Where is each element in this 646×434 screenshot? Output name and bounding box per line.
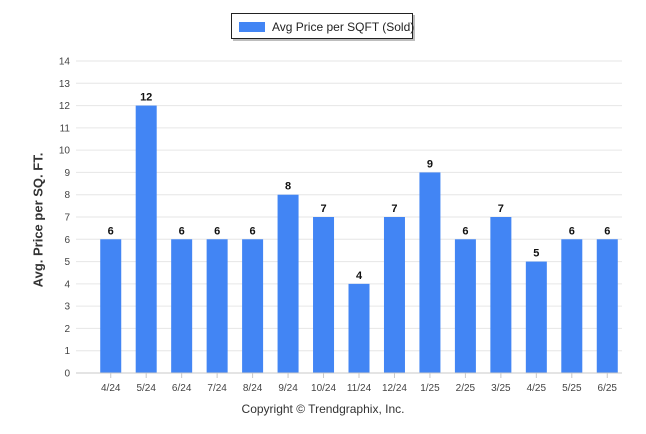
data-label: 7 xyxy=(498,203,504,215)
y-tick-label: 1 xyxy=(64,346,70,357)
bar xyxy=(525,261,547,373)
x-tick-label: 6/24 xyxy=(172,383,192,394)
data-label: 8 xyxy=(285,181,291,193)
x-tick-label: 11/24 xyxy=(347,383,372,394)
x-tick-label: 6/25 xyxy=(598,383,618,394)
data-label: 4 xyxy=(356,270,363,282)
x-tick-label: 12/24 xyxy=(382,383,407,394)
data-label: 6 xyxy=(179,225,185,237)
y-tick-label: 11 xyxy=(60,123,71,134)
x-tick-label: 7/24 xyxy=(207,383,227,394)
data-label: 7 xyxy=(391,203,397,215)
data-label: 6 xyxy=(250,225,256,237)
bar xyxy=(596,239,618,373)
y-tick-label: 7 xyxy=(64,213,70,224)
bar xyxy=(348,283,370,373)
x-tick-label: 2/25 xyxy=(456,383,476,394)
data-label: 6 xyxy=(569,225,575,237)
y-tick-label: 4 xyxy=(64,279,70,290)
bar xyxy=(419,172,441,373)
legend-label: Avg Price per SQFT (Sold) xyxy=(272,20,415,34)
bar xyxy=(454,239,476,373)
legend: Avg Price per SQFT (Sold) xyxy=(231,13,415,39)
x-tick-label: 3/25 xyxy=(491,383,511,394)
data-label: 6 xyxy=(108,225,114,237)
bar xyxy=(383,217,405,373)
x-tick-label: 1/25 xyxy=(420,383,440,394)
x-tick-label: 10/24 xyxy=(311,383,336,394)
y-tick-label: 6 xyxy=(64,235,70,246)
bar xyxy=(206,239,228,373)
copyright-text: Copyright © Trendgraphix, Inc. xyxy=(241,402,405,416)
bar xyxy=(100,239,122,373)
y-tick-label: 0 xyxy=(64,369,70,380)
x-tick-label: 5/24 xyxy=(136,383,156,394)
bar xyxy=(490,217,512,373)
data-label: 9 xyxy=(427,158,433,170)
bar xyxy=(242,239,264,373)
data-label: 5 xyxy=(533,248,539,260)
y-tick-label: 5 xyxy=(64,257,70,268)
bar xyxy=(135,105,157,374)
x-tick-label: 9/24 xyxy=(278,383,298,394)
bar xyxy=(171,239,193,373)
data-label: 7 xyxy=(320,203,326,215)
bar xyxy=(277,194,299,373)
data-label: 6 xyxy=(462,225,468,237)
y-tick-label: 2 xyxy=(64,324,70,335)
x-tick-label: 8/24 xyxy=(243,383,263,394)
y-tick-label: 12 xyxy=(59,101,71,112)
data-label: 12 xyxy=(140,92,152,104)
x-tick-label: 4/25 xyxy=(527,383,547,394)
y-tick-label: 8 xyxy=(64,190,70,201)
bar xyxy=(561,239,583,373)
data-label: 6 xyxy=(214,225,220,237)
y-tick-label: 14 xyxy=(59,57,71,68)
y-tick-label: 10 xyxy=(59,146,71,157)
legend-swatch xyxy=(239,22,265,32)
x-tick-label: 5/25 xyxy=(562,383,582,394)
x-tick-label: 4/24 xyxy=(101,383,121,394)
y-tick-label: 9 xyxy=(64,168,70,179)
bar xyxy=(313,217,335,373)
y-tick-label: 3 xyxy=(64,302,70,313)
data-label: 6 xyxy=(604,225,610,237)
y-tick-label: 13 xyxy=(59,79,71,90)
